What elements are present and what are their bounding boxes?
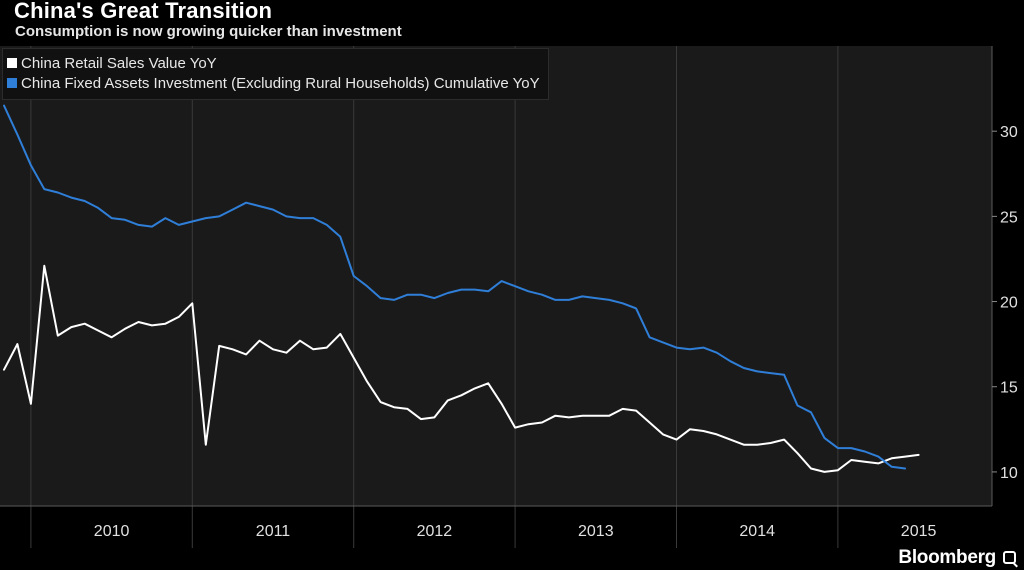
plot-background (0, 46, 992, 506)
brand-logo: Bloomberg (898, 547, 996, 568)
legend-item-investment: China Fixed Assets Investment (Excluding… (7, 73, 540, 93)
chart-title: China's Great Transition (14, 0, 273, 23)
legend-item-retail: China Retail Sales Value YoY (7, 53, 540, 73)
x-axis: 2010 2011 2012 2013 2014 2015 (0, 505, 992, 540)
chart-subtitle: Consumption is now growing quicker than … (15, 23, 402, 40)
x-tick-label: 2012 (417, 523, 453, 540)
y-tick-label: 25 (1000, 209, 1018, 226)
legend-label-retail: China Retail Sales Value YoY (21, 54, 217, 72)
legend-label-investment: China Fixed Assets Investment (Excluding… (21, 74, 540, 92)
y-axis: 10 15 20 25 30 (991, 46, 1018, 506)
footer: Bloomberg (0, 547, 1024, 570)
x-tick-label: 2013 (578, 523, 614, 540)
x-tick-label: 2015 (901, 523, 937, 540)
search-icon (1003, 551, 1016, 564)
chart-header: China's Great Transition Consumption is … (0, 0, 1024, 46)
legend-swatch-investment (7, 78, 17, 88)
series-layer (3, 104, 920, 473)
y-tick-label: 10 (1000, 465, 1018, 482)
y-tick-label: 20 (1000, 295, 1018, 312)
line-chart: 10 15 20 25 30 2010 2011 2012 2013 2014 2015 (0, 46, 1018, 548)
x-tick-label: 2011 (256, 523, 291, 540)
y-tick-label: 15 (1000, 380, 1018, 397)
legend: China Retail Sales Value YoY China Fixed… (2, 48, 549, 100)
series-line-fixed-assets-investment (3, 104, 907, 470)
x-dividers (30, 46, 839, 548)
y-tick-label: 30 (1000, 124, 1018, 141)
x-tick-label: 2010 (94, 523, 130, 540)
series-line-retail-sales (3, 264, 920, 473)
legend-swatch-retail (7, 58, 17, 68)
chart-area: 10 15 20 25 30 2010 2011 2012 2013 2014 2015 Chin… (0, 46, 1024, 548)
x-tick-label: 2014 (739, 523, 775, 540)
